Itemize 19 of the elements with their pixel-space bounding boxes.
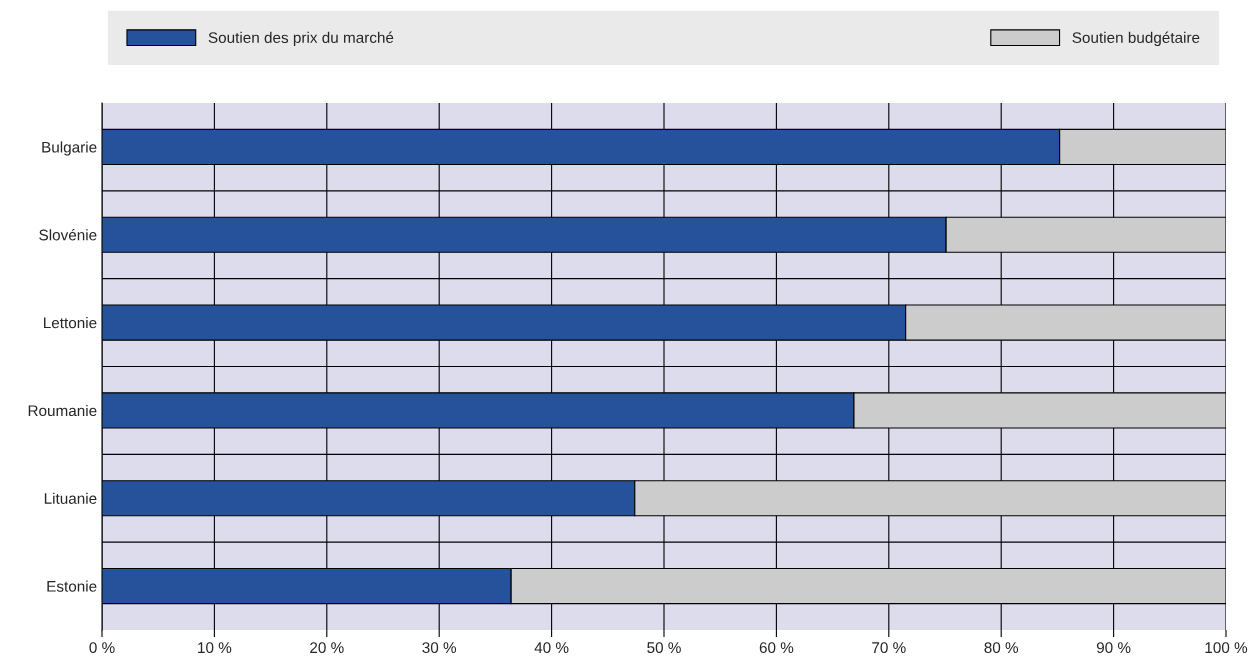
- x-tick-label: 10 %: [198, 642, 232, 654]
- x-tick-label: 100 %: [1205, 642, 1248, 654]
- x-tick-label: 70 %: [872, 642, 906, 654]
- x-tick-label: 50 %: [647, 642, 681, 654]
- x-tick-label: 40 %: [534, 642, 569, 654]
- x-tick-label: 90 %: [1096, 642, 1131, 654]
- y-tick-label: Slovénie: [39, 229, 97, 241]
- legend-label: Soutien des prix du marché: [208, 31, 394, 47]
- legend-label: Soutien budgétaire: [1072, 31, 1200, 47]
- y-tick-label: Estonie: [47, 580, 97, 592]
- x-tick-label: 0 %: [89, 642, 115, 654]
- x-tick-label: 20 %: [310, 642, 344, 654]
- y-tick-label: Bulgarie: [42, 141, 97, 156]
- x-tick-label: 30 %: [422, 642, 457, 654]
- x-tick-label: 80 %: [984, 642, 1019, 654]
- x-tick-label: 60 %: [759, 642, 794, 654]
- y-tick-label: Roumanie: [28, 404, 97, 417]
- y-tick-label: Lettonie: [44, 317, 97, 329]
- y-tick-label: Lituanie: [44, 492, 97, 504]
